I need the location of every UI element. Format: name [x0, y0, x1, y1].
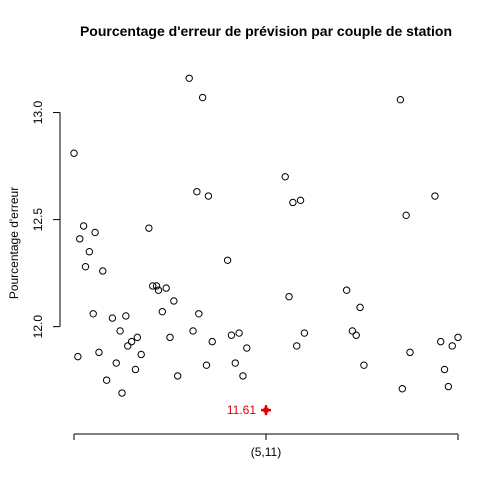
data-point [342, 286, 351, 294]
data-point [431, 192, 439, 200]
data-point [70, 149, 78, 157]
highlight-label: 11.61 [227, 403, 256, 417]
data-point [149, 282, 157, 290]
data-point [158, 307, 167, 316]
data-point [293, 342, 301, 350]
data-point [127, 337, 136, 346]
data-point [91, 228, 99, 237]
data-point [185, 74, 193, 82]
data-point [454, 333, 462, 342]
data-point [300, 329, 309, 337]
data-point [89, 310, 97, 318]
data-point [235, 329, 243, 337]
data-point [231, 359, 239, 367]
highlight-point-group: 11.61 [227, 403, 271, 417]
y-axis-label: Pourcentage d'erreur [7, 187, 21, 299]
data-point [402, 211, 410, 220]
data-point [81, 262, 90, 271]
data-point [99, 267, 107, 275]
data-point [173, 372, 182, 380]
data-point [152, 282, 161, 290]
chart-title: Pourcentage d'erreur de prévision par co… [80, 23, 452, 39]
data-point [112, 359, 120, 367]
data-point [162, 284, 170, 292]
data-point [195, 310, 203, 318]
data-point [193, 188, 201, 196]
data-point [352, 331, 360, 339]
data-point [74, 352, 82, 361]
highlight-point [263, 407, 269, 414]
data-point [137, 350, 145, 359]
data-point [76, 235, 84, 243]
data-point [145, 224, 153, 232]
data-point [102, 376, 111, 384]
data-point [208, 337, 216, 346]
data-point [79, 222, 88, 230]
data-point [198, 93, 207, 102]
data-point [227, 331, 236, 339]
data-point [398, 385, 407, 393]
data-point [202, 361, 211, 369]
data-point [133, 333, 142, 342]
y-axis: 12.0 12.5 13.0 [31, 101, 61, 339]
y-tick-label: 12.5 [31, 208, 45, 232]
y-tick-label: 13.0 [31, 101, 45, 125]
data-point [85, 248, 94, 256]
data-point [360, 361, 368, 369]
data-point [154, 286, 163, 294]
data-point [281, 173, 289, 181]
data-point [437, 337, 445, 346]
data-point [239, 372, 247, 380]
data-point [289, 198, 297, 207]
data-point [243, 344, 251, 352]
data-point [116, 327, 124, 335]
x-tick-label: (5,11) [251, 445, 281, 459]
data-point [448, 342, 456, 350]
data-point [440, 365, 449, 374]
data-point [95, 348, 103, 357]
data-point [296, 196, 305, 205]
data-point [204, 192, 213, 200]
data-point [444, 382, 453, 391]
y-tick-label: 12.0 [31, 315, 45, 339]
data-point [356, 303, 364, 312]
data-points [70, 74, 462, 397]
data-point [124, 342, 132, 350]
data-point [285, 292, 293, 301]
data-point [348, 327, 357, 335]
data-point [396, 95, 405, 104]
data-point [406, 348, 414, 357]
data-point [223, 256, 232, 264]
x-axis: (5,11) [73, 433, 459, 459]
data-point [108, 314, 117, 322]
data-point [118, 389, 126, 397]
data-point [122, 312, 130, 320]
data-point [131, 365, 140, 374]
data-point [166, 333, 174, 342]
data-point [170, 297, 178, 305]
data-point [189, 327, 197, 335]
